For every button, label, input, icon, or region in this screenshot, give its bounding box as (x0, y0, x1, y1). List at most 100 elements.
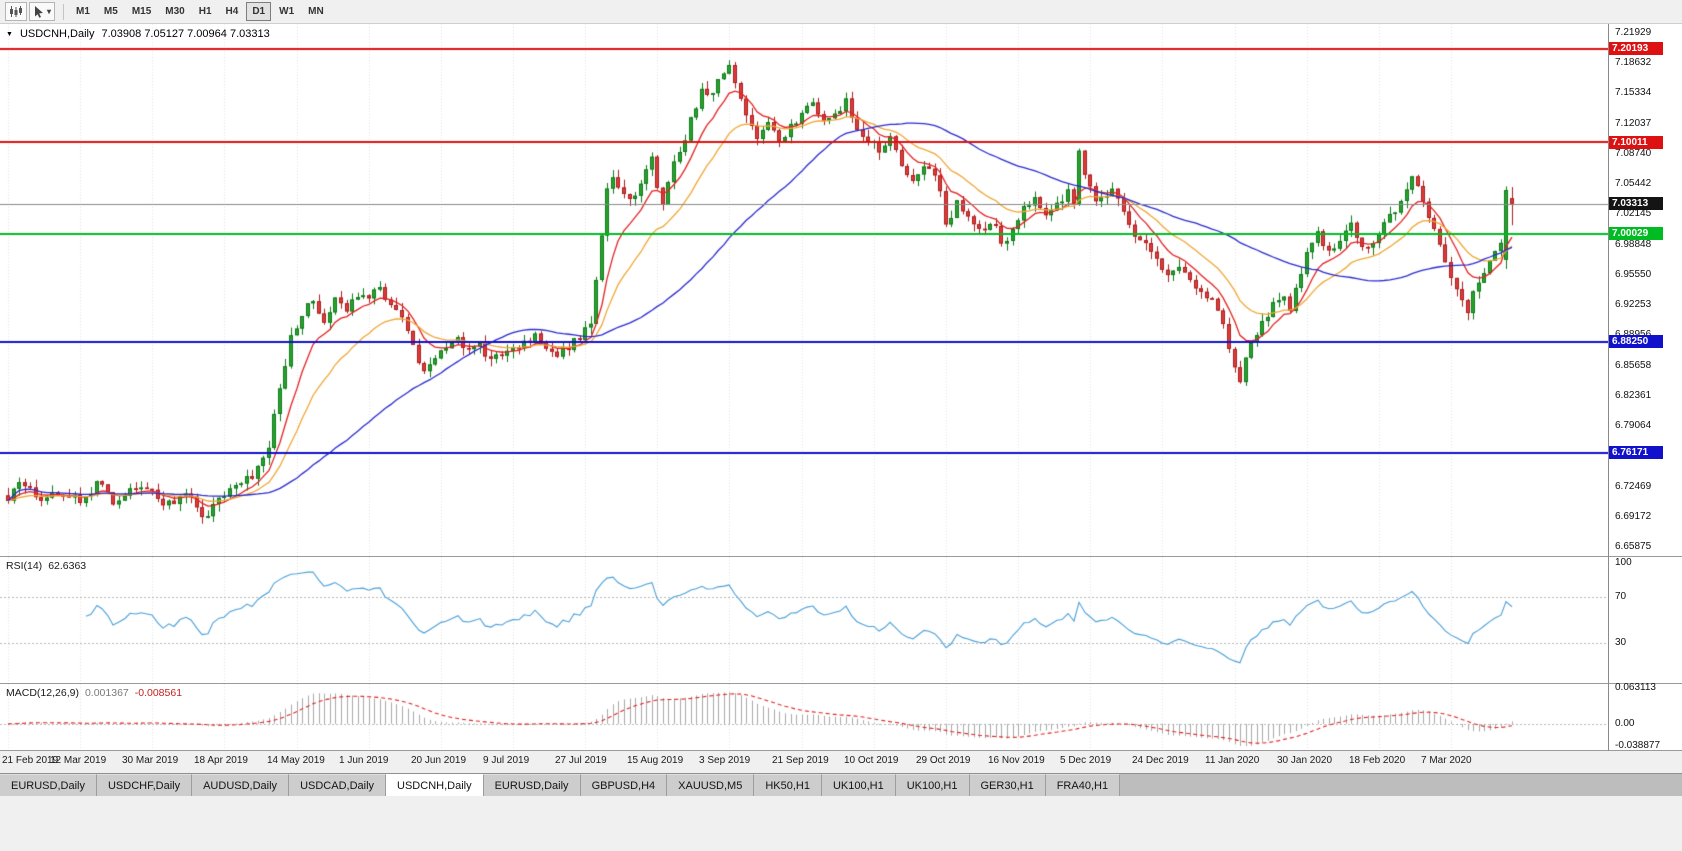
chart-tab-fra40-h1[interactable]: FRA40,H1 (1045, 774, 1121, 796)
timeframe-button-m15[interactable]: M15 (126, 2, 157, 21)
symbol-dropdown-icon[interactable]: ▼ (6, 30, 13, 38)
rsi-name: RSI(14) (6, 560, 43, 572)
chart-tab-hk50-h1[interactable]: HK50,H1 (754, 774, 822, 796)
price-axis-label: 6.72469 (1615, 481, 1652, 492)
date-label: 30 Mar 2019 (122, 755, 179, 766)
cursor-tool-button[interactable]: ▾ (29, 2, 56, 21)
chart-tab-usdchf-daily[interactable]: USDCHF,Daily (96, 774, 193, 796)
date-label: 27 Jul 2019 (555, 755, 607, 766)
chart-tabs-bar: EURUSD,Daily USDCHF,Daily AUDUSD,Daily USDC… (0, 773, 1682, 796)
date-label: 20 Jun 2019 (411, 755, 467, 766)
chart-bars-icon (10, 5, 22, 17)
date-label: 29 Oct 2019 (916, 755, 971, 766)
chart-title: ▼ USDCNH,Daily 7.03908 7.05127 7.00964 7… (6, 28, 270, 40)
date-label: 15 Aug 2019 (627, 755, 684, 766)
chart-tab-eurusd-daily[interactable]: EURUSD,Daily (0, 774, 97, 796)
price-axis-label: 6.79064 (1615, 420, 1652, 431)
level-price-badge: 6.76171 (1609, 446, 1663, 459)
date-label: 1 Jun 2019 (339, 755, 389, 766)
rsi-label: RSI(14) 62.6363 (6, 560, 86, 572)
price-axis-label: 7.18632 (1615, 57, 1652, 68)
main-chart-canvas[interactable] (0, 24, 1608, 556)
timeframe-button-h1[interactable]: H1 (193, 2, 218, 21)
cursor-crosshair-icon (35, 6, 43, 18)
chart-tab-uk100-h1[interactable]: UK100,H1 (821, 774, 896, 796)
date-label: 14 May 2019 (267, 755, 325, 766)
status-strip (0, 796, 1682, 851)
rsi-axis-label: 70 (1615, 591, 1627, 602)
macd-main-value: 0.001367 (84, 687, 129, 699)
macd-label: MACD(12,26,9) 0.001367 -0.008561 (6, 687, 182, 699)
level-price-badge: 7.00029 (1609, 227, 1663, 240)
timeframe-button-mn[interactable]: MN (302, 2, 330, 21)
date-label: 9 Jul 2019 (483, 755, 530, 766)
price-axis-label: 6.65875 (1615, 541, 1652, 552)
macd-name: MACD(12,26,9) (6, 687, 79, 699)
price-axis-label: 7.05442 (1615, 178, 1652, 189)
date-label: 21 Feb 2019 (2, 755, 59, 766)
toolbar-separator (63, 3, 65, 20)
level-price-badge: 6.88250 (1609, 335, 1663, 348)
price-axis-label: 7.02145 (1615, 208, 1652, 219)
macd-pane: MACD(12,26,9) 0.001367 -0.008561 (0, 684, 1682, 751)
price-axis-label: 7.21929 (1615, 27, 1652, 38)
price-axis-label: 7.08740 (1615, 148, 1652, 159)
date-label: 18 Feb 2020 (1349, 755, 1406, 766)
price-axis: 7.21929 7.18632 7.15334 7.12037 7.08740 7.054… (1608, 24, 1682, 751)
date-label: 3 Sep 2019 (699, 755, 751, 766)
chart-tab-eurusd-daily[interactable]: EURUSD,Daily (483, 774, 581, 796)
macd-signal-value: -0.008561 (134, 687, 183, 699)
price-axis-label: 6.82361 (1615, 390, 1652, 401)
price-axis-label: 6.98848 (1615, 239, 1652, 250)
timeframe-button-d1[interactable]: D1 (246, 2, 272, 21)
dropdown-caret-icon: ▾ (47, 7, 52, 16)
price-axis-label: 6.88956 (1615, 329, 1651, 340)
price-axis-label: 6.95550 (1615, 269, 1652, 280)
rsi-canvas[interactable] (0, 557, 1608, 683)
chart-tab-usdcad-daily[interactable]: USDCAD,Daily (289, 774, 387, 796)
price-axis-label: 7.15334 (1615, 87, 1652, 98)
date-label: 30 Jan 2020 (1277, 755, 1333, 766)
chart-bars-button[interactable] (5, 2, 27, 21)
rsi-axis-label: 30 (1615, 637, 1627, 648)
chart-tab-usdcnh-daily[interactable]: USDCNH,Daily (386, 774, 484, 796)
macd-axis-label: -0.038877 (1615, 740, 1661, 751)
main-chart-pane: ▼ USDCNH,Daily 7.03908 7.05127 7.00964 7… (0, 24, 1682, 557)
chart-symbol-period: USDCNH,Daily (19, 28, 95, 40)
rsi-pane: RSI(14) 62.6363 (0, 557, 1682, 684)
current-price-badge: 7.03313 (1609, 197, 1663, 210)
rsi-axis-label: 100 (1615, 557, 1632, 568)
price-axis-label: 6.69172 (1615, 511, 1652, 522)
time-axis: 21 Feb 2019 12 Mar 2019 30 Mar 2019 18 Apr … (0, 751, 1682, 773)
timeframe-button-m30[interactable]: M30 (159, 2, 190, 21)
macd-canvas[interactable] (0, 684, 1608, 750)
timeframe-group: M1 M5 M15 M30 H1 H4 D1 W1 MN (70, 2, 332, 21)
price-axis-label: 7.12037 (1615, 118, 1652, 129)
chart-tab-xauusd-m5[interactable]: XAUUSD,M5 (667, 774, 755, 796)
timeframe-button-w1[interactable]: W1 (273, 2, 300, 21)
date-label: 12 Mar 2019 (50, 755, 107, 766)
top-toolbar: ▾ M1 M5 M15 M30 H1 H4 D1 W1 MN (0, 0, 1682, 24)
chart-tab-gbpusd-h4[interactable]: GBPUSD,H4 (580, 774, 668, 796)
date-label: 18 Apr 2019 (194, 755, 248, 766)
price-axis-label: 6.92253 (1615, 299, 1652, 310)
date-label: 16 Nov 2019 (988, 755, 1045, 766)
timeframe-button-m5[interactable]: M5 (98, 2, 124, 21)
timeframe-button-m1[interactable]: M1 (70, 2, 96, 21)
chart-tab-uk100-h1[interactable]: UK100,H1 (895, 774, 970, 796)
level-price-badge: 7.20193 (1609, 42, 1663, 55)
date-label: 10 Oct 2019 (844, 755, 899, 766)
date-label: 7 Mar 2020 (1421, 755, 1472, 766)
macd-axis-label: 0.063113 (1615, 682, 1656, 693)
chart-tab-audusd-daily[interactable]: AUDUSD,Daily (192, 774, 290, 796)
chart-tab-ger30-h1[interactable]: GER30,H1 (969, 774, 1046, 796)
level-price-badge: 7.10011 (1609, 136, 1663, 149)
date-label: 11 Jan 2020 (1205, 755, 1260, 766)
date-label: 24 Dec 2019 (1132, 755, 1189, 766)
rsi-value: 62.6363 (48, 560, 87, 572)
timeframe-button-h4[interactable]: H4 (220, 2, 245, 21)
macd-axis-label: 0.00 (1615, 718, 1635, 729)
date-label: 21 Sep 2019 (772, 755, 829, 766)
chart-ohlc-values: 7.03908 7.05127 7.00964 7.03313 (101, 28, 270, 40)
